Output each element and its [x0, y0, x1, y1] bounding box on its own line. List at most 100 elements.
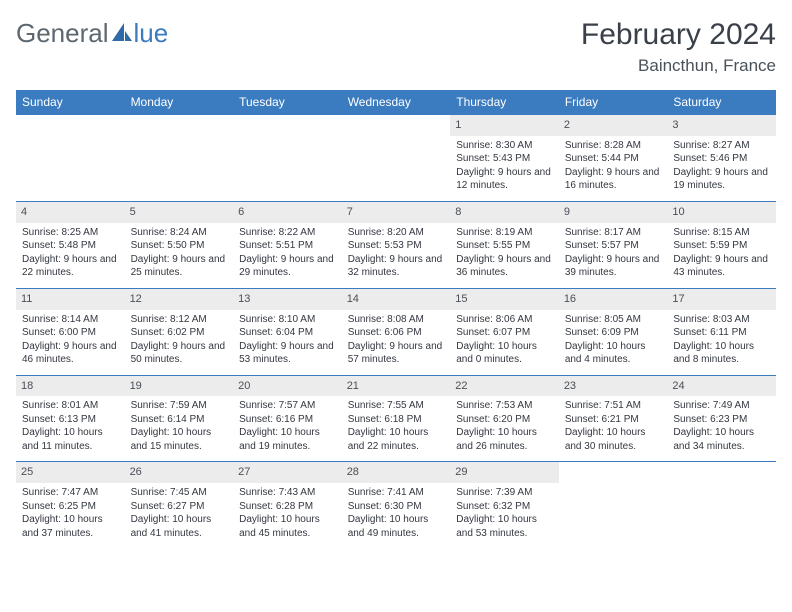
day-number: 7: [342, 202, 451, 223]
daylight-text: Daylight: 9 hours and 29 minutes.: [239, 253, 336, 280]
day-number: 23: [559, 376, 668, 397]
sunrise-text: Sunrise: 8:24 AM: [131, 226, 228, 240]
calendar-day: 28Sunrise: 7:41 AMSunset: 6:30 PMDayligh…: [342, 462, 451, 548]
calendar-day: 7Sunrise: 8:20 AMSunset: 5:53 PMDaylight…: [342, 201, 451, 288]
sunset-text: Sunset: 5:50 PM: [131, 239, 228, 253]
sunrise-text: Sunrise: 8:05 AM: [565, 313, 662, 327]
sunset-text: Sunset: 5:57 PM: [565, 239, 662, 253]
sunset-text: Sunset: 6:11 PM: [673, 326, 770, 340]
day-number: 2: [559, 115, 668, 136]
calendar-day: 24Sunrise: 7:49 AMSunset: 6:23 PMDayligh…: [667, 375, 776, 462]
calendar-day: 8Sunrise: 8:19 AMSunset: 5:55 PMDaylight…: [450, 201, 559, 288]
daylight-text: Daylight: 9 hours and 22 minutes.: [22, 253, 119, 280]
calendar-day: [559, 462, 668, 548]
calendar-day: 14Sunrise: 8:08 AMSunset: 6:06 PMDayligh…: [342, 288, 451, 375]
day-number: 11: [16, 289, 125, 310]
sunrise-text: Sunrise: 8:12 AM: [131, 313, 228, 327]
calendar-day: 27 Sunrise: 7:43 AMSunset: 6:28 PMDayligh…: [233, 462, 342, 548]
sunset-text: Sunset: 5:46 PM: [673, 152, 770, 166]
daylight-text: Daylight: 10 hours and 45 minutes.: [239, 513, 336, 540]
sunset-text: Sunset: 6:20 PM: [456, 413, 553, 427]
calendar-day: 22Sunrise: 7:53 AMSunset: 6:20 PMDayligh…: [450, 375, 559, 462]
sunrise-text: Sunrise: 7:59 AM: [131, 399, 228, 413]
daylight-text: Daylight: 10 hours and 37 minutes.: [22, 513, 119, 540]
day-header: Tuesday: [233, 90, 342, 115]
day-number: 15: [450, 289, 559, 310]
calendar-week: 11Sunrise: 8:14 AMSunset: 6:00 PMDayligh…: [16, 288, 776, 375]
calendar-day: 15Sunrise: 8:06 AMSunset: 6:07 PMDayligh…: [450, 288, 559, 375]
daylight-text: Daylight: 10 hours and 22 minutes.: [348, 426, 445, 453]
daylight-text: Daylight: 9 hours and 50 minutes.: [131, 340, 228, 367]
day-number: 19: [125, 376, 234, 397]
sunset-text: Sunset: 5:43 PM: [456, 152, 553, 166]
day-header: Wednesday: [342, 90, 451, 115]
daylight-text: Daylight: 10 hours and 34 minutes.: [673, 426, 770, 453]
sunset-text: Sunset: 6:32 PM: [456, 500, 553, 514]
sunrise-text: Sunrise: 8:06 AM: [456, 313, 553, 327]
sunrise-text: Sunrise: 8:20 AM: [348, 226, 445, 240]
sunrise-text: Sunrise: 8:15 AM: [673, 226, 770, 240]
calendar-day: [125, 115, 234, 202]
sunrise-text: Sunrise: 7:43 AM: [239, 486, 336, 500]
day-header: Monday: [125, 90, 234, 115]
daylight-text: Daylight: 10 hours and 19 minutes.: [239, 426, 336, 453]
day-number: 27: [233, 462, 342, 483]
day-number: 12: [125, 289, 234, 310]
calendar-day: 2Sunrise: 8:28 AMSunset: 5:44 PMDaylight…: [559, 115, 668, 202]
calendar-day: 21Sunrise: 7:55 AMSunset: 6:18 PMDayligh…: [342, 375, 451, 462]
calendar-day: 10Sunrise: 8:15 AMSunset: 5:59 PMDayligh…: [667, 201, 776, 288]
daylight-text: Daylight: 10 hours and 30 minutes.: [565, 426, 662, 453]
daylight-text: Daylight: 9 hours and 25 minutes.: [131, 253, 228, 280]
day-number: 26: [125, 462, 234, 483]
sunrise-text: Sunrise: 7:39 AM: [456, 486, 553, 500]
day-number: 20: [233, 376, 342, 397]
daylight-text: Daylight: 9 hours and 16 minutes.: [565, 166, 662, 193]
daylight-text: Daylight: 10 hours and 8 minutes.: [673, 340, 770, 367]
daylight-text: Daylight: 9 hours and 19 minutes.: [673, 166, 770, 193]
sunrise-text: Sunrise: 8:25 AM: [22, 226, 119, 240]
sunset-text: Sunset: 6:02 PM: [131, 326, 228, 340]
daylight-text: Daylight: 9 hours and 46 minutes.: [22, 340, 119, 367]
calendar-day: 3Sunrise: 8:27 AMSunset: 5:46 PMDaylight…: [667, 115, 776, 202]
sunset-text: Sunset: 6:28 PM: [239, 500, 336, 514]
daylight-text: Daylight: 10 hours and 26 minutes.: [456, 426, 553, 453]
day-number: 16: [559, 289, 668, 310]
title-block: February 2024 Baincthun, France: [581, 18, 776, 76]
sunrise-text: Sunrise: 7:45 AM: [131, 486, 228, 500]
sunset-text: Sunset: 6:06 PM: [348, 326, 445, 340]
day-number: 29: [450, 462, 559, 483]
day-number: 9: [559, 202, 668, 223]
sunrise-text: Sunrise: 7:41 AM: [348, 486, 445, 500]
calendar-day: 6Sunrise: 8:22 AMSunset: 5:51 PMDaylight…: [233, 201, 342, 288]
sunset-text: Sunset: 6:18 PM: [348, 413, 445, 427]
sunset-text: Sunset: 6:30 PM: [348, 500, 445, 514]
daylight-text: Daylight: 9 hours and 43 minutes.: [673, 253, 770, 280]
sunrise-text: Sunrise: 8:22 AM: [239, 226, 336, 240]
sunset-text: Sunset: 6:04 PM: [239, 326, 336, 340]
calendar-day: 12 Sunrise: 8:12 AMSunset: 6:02 PMDayligh…: [125, 288, 234, 375]
daylight-text: Daylight: 10 hours and 49 minutes.: [348, 513, 445, 540]
sunrise-text: Sunrise: 8:30 AM: [456, 139, 553, 153]
calendar-day: [16, 115, 125, 202]
calendar-day: 11Sunrise: 8:14 AMSunset: 6:00 PMDayligh…: [16, 288, 125, 375]
day-header: Sunday: [16, 90, 125, 115]
day-number: 8: [450, 202, 559, 223]
calendar-day: 13Sunrise: 8:10 AMSunset: 6:04 PMDayligh…: [233, 288, 342, 375]
calendar-day: 18Sunrise: 8:01 AMSunset: 6:13 PMDayligh…: [16, 375, 125, 462]
daylight-text: Daylight: 9 hours and 53 minutes.: [239, 340, 336, 367]
sunset-text: Sunset: 6:23 PM: [673, 413, 770, 427]
daylight-text: Daylight: 10 hours and 4 minutes.: [565, 340, 662, 367]
sunset-text: Sunset: 6:27 PM: [131, 500, 228, 514]
sunrise-text: Sunrise: 8:27 AM: [673, 139, 770, 153]
day-header: Saturday: [667, 90, 776, 115]
daylight-text: Daylight: 9 hours and 32 minutes.: [348, 253, 445, 280]
day-number: 21: [342, 376, 451, 397]
day-number: 24: [667, 376, 776, 397]
calendar-day: 5 Sunrise: 8:24 AMSunset: 5:50 PMDaylight…: [125, 201, 234, 288]
sunrise-text: Sunrise: 8:03 AM: [673, 313, 770, 327]
day-number: 17: [667, 289, 776, 310]
day-number: 10: [667, 202, 776, 223]
day-number: 5: [125, 202, 234, 223]
day-number: 4: [16, 202, 125, 223]
calendar-table: SundayMondayTuesdayWednesdayThursdayFrid…: [16, 90, 776, 548]
